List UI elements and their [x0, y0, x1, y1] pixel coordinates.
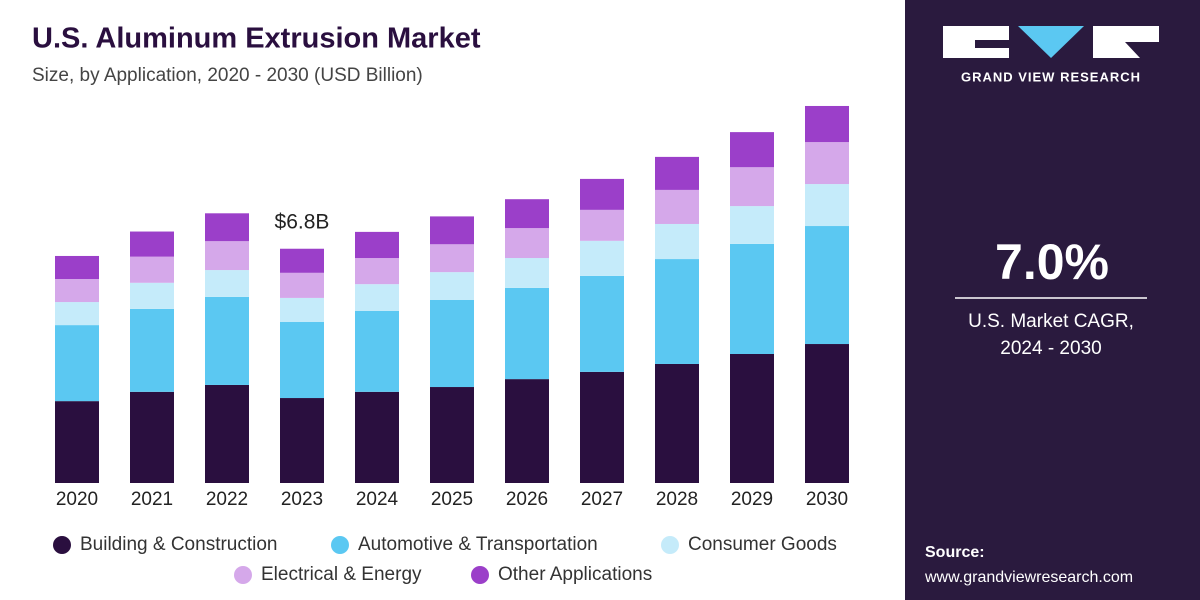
- bar-segment: [280, 322, 324, 399]
- bar-segment: [430, 299, 474, 388]
- cagr-value: 7.0%: [995, 234, 1109, 290]
- bar-segment: [130, 391, 174, 483]
- bar-segment: [130, 231, 174, 257]
- bar-segment: [580, 275, 624, 372]
- chart-title: U.S. Aluminum Extrusion Market: [32, 23, 481, 55]
- logo-r-cut: [1125, 42, 1159, 58]
- bar-segment: [505, 228, 549, 259]
- bar-segment: [430, 244, 474, 273]
- bar-segment: [205, 270, 249, 297]
- legend-label: Electrical & Energy: [261, 564, 422, 585]
- legend-label: Building & Construction: [80, 534, 278, 555]
- bar-segment: [430, 272, 474, 300]
- bar-segment: [655, 189, 699, 224]
- bar-segment: [280, 272, 324, 298]
- bar-segment: [655, 223, 699, 260]
- chart-subtitle: Size, by Application, 2020 - 2030 (USD B…: [32, 65, 423, 86]
- bar-segment: [730, 354, 774, 483]
- legend-swatch: [331, 536, 349, 554]
- bar-segment: [580, 178, 624, 210]
- legend-swatch: [471, 566, 489, 584]
- bar-segment: [55, 255, 99, 280]
- legend-label: Other Applications: [498, 564, 652, 585]
- bar-segment: [505, 287, 549, 380]
- source-url: www.grandviewresearch.com: [924, 569, 1133, 586]
- bar-segment: [580, 371, 624, 483]
- bar-segment: [730, 206, 774, 244]
- bar-segment: [505, 258, 549, 288]
- bar-segment: [805, 105, 849, 143]
- sidebar-background: [905, 0, 1200, 600]
- bar-segment: [655, 259, 699, 364]
- bar-segment: [730, 132, 774, 168]
- bar-segment: [355, 231, 399, 259]
- bar-segment: [355, 284, 399, 311]
- x-tick-label: 2028: [656, 489, 698, 510]
- bar-segment: [580, 240, 624, 276]
- bar-segment: [205, 296, 249, 385]
- logo: [943, 26, 1159, 58]
- bar-segment: [805, 142, 849, 185]
- bar-segment: [55, 302, 99, 326]
- bar-segment: [580, 209, 624, 241]
- bar-segment: [655, 156, 699, 190]
- bar-segment: [130, 282, 174, 309]
- source-label: Source:: [925, 544, 985, 561]
- x-tick-label: 2020: [56, 489, 98, 510]
- bar-segment: [430, 216, 474, 245]
- x-tick-label: 2023: [281, 489, 323, 510]
- bar-segment: [205, 384, 249, 483]
- legend-swatch: [53, 536, 71, 554]
- bar-segment: [730, 243, 774, 354]
- bar-segment: [505, 379, 549, 483]
- bar-segment: [355, 391, 399, 483]
- x-tick-label: 2030: [806, 489, 848, 510]
- cagr-caption: 2024 - 2030: [1000, 338, 1101, 359]
- x-tick-label: 2027: [581, 489, 623, 510]
- legend-swatch: [234, 566, 252, 584]
- bar-segment: [130, 256, 174, 283]
- bar-segment: [55, 325, 99, 402]
- bar-segment: [55, 401, 99, 483]
- x-tick-label: 2029: [731, 489, 773, 510]
- bar-segment: [805, 344, 849, 483]
- x-tick-label: 2024: [356, 489, 399, 510]
- x-tick-label: 2021: [131, 489, 173, 510]
- bar-segment: [355, 311, 399, 392]
- bar-segment: [805, 226, 849, 345]
- brand-name: GRAND VIEW RESEARCH: [961, 69, 1141, 84]
- x-tick-label: 2025: [431, 489, 473, 510]
- bar-segment: [130, 308, 174, 392]
- bar-segment: [730, 167, 774, 207]
- x-tick-label: 2022: [206, 489, 248, 510]
- bar-segment: [805, 184, 849, 227]
- bar-segment: [205, 241, 249, 271]
- legend-swatch: [661, 536, 679, 554]
- cagr-caption: U.S. Market CAGR,: [968, 311, 1134, 332]
- bar-segment: [505, 199, 549, 229]
- legend-label: Automotive & Transportation: [358, 534, 598, 555]
- bar-segment: [205, 213, 249, 242]
- bar-segment: [280, 248, 324, 273]
- bar-segment: [355, 258, 399, 285]
- bar-segment: [430, 387, 474, 483]
- annotation: $6.8B: [275, 210, 330, 233]
- legend-label: Consumer Goods: [688, 534, 837, 555]
- bar-segment: [280, 297, 324, 323]
- bar-segment: [655, 363, 699, 483]
- logo-v: [1018, 26, 1084, 58]
- x-tick-label: 2026: [506, 489, 548, 510]
- logo-g-cut: [975, 40, 1009, 48]
- bar-segment: [280, 398, 324, 483]
- bar-segment: [55, 279, 99, 303]
